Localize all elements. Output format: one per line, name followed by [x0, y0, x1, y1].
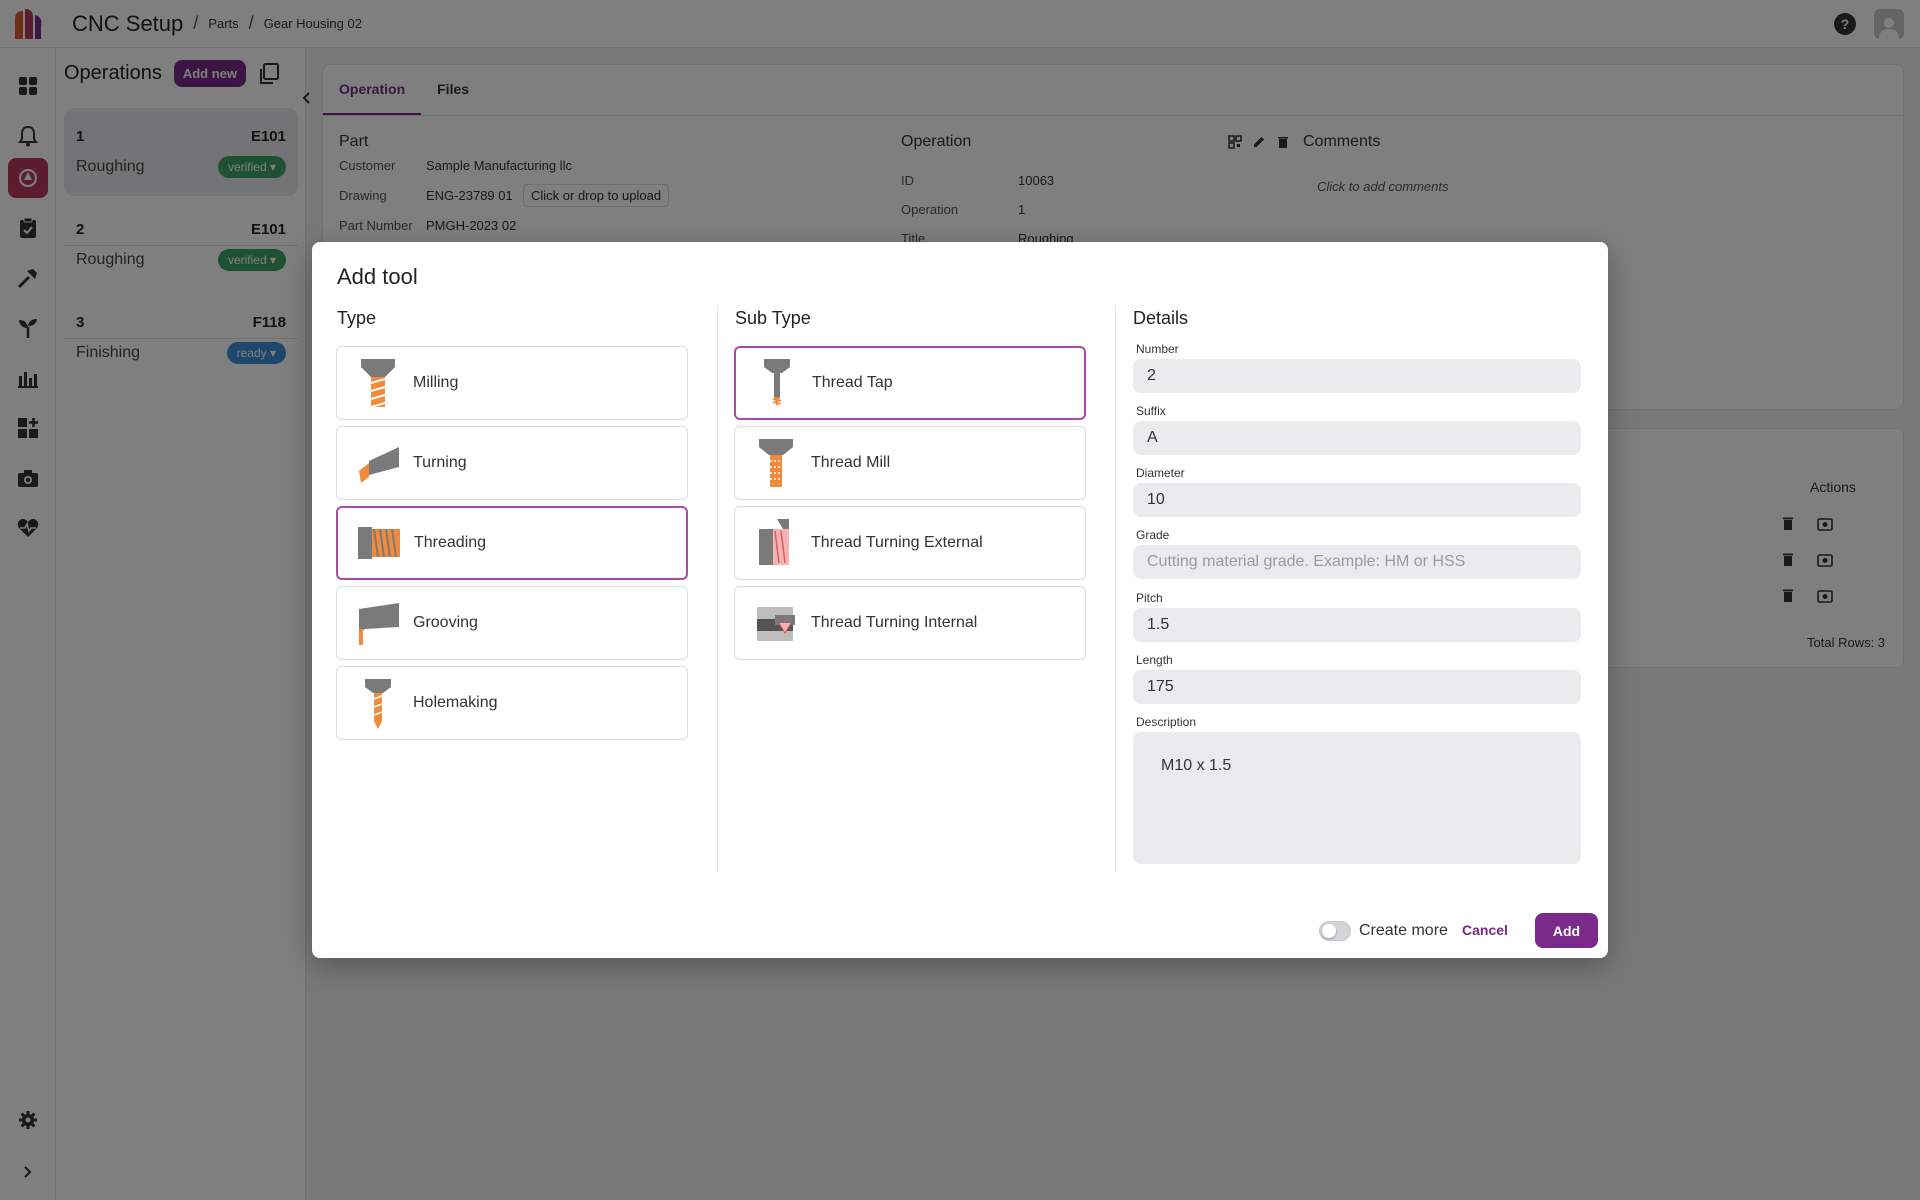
grade-field[interactable]	[1133, 545, 1581, 579]
type-option-label: Grooving	[413, 614, 478, 631]
subtype-column-title: Sub Type	[735, 308, 811, 328]
type-option-label: Milling	[413, 374, 459, 391]
diameter-field[interactable]	[1133, 483, 1581, 517]
create-more-label: Create more	[1359, 922, 1448, 939]
type-option-holemaking[interactable]: Holemaking	[336, 666, 688, 740]
subtype-option-thread-turning-external[interactable]: Thread Turning External	[734, 506, 1086, 580]
add-tool-dialog: Add tool Type Sub Type Details Milling T…	[312, 242, 1608, 958]
suffix-field[interactable]	[1133, 421, 1581, 455]
subtype-option-label: Thread Mill	[811, 454, 891, 471]
description-field[interactable]: M10 x 1.5	[1133, 732, 1581, 864]
type-option-grooving[interactable]: Grooving	[336, 586, 688, 660]
toggle-knob	[1322, 924, 1336, 938]
turning-tool-icon	[359, 447, 399, 483]
thread-turning-internal-icon	[757, 607, 795, 641]
pitch-field[interactable]	[1133, 608, 1581, 642]
cancel-button[interactable]: Cancel	[1462, 922, 1508, 938]
subtype-option-thread-tap[interactable]: Thread Tap	[734, 346, 1086, 420]
add-button[interactable]: Add	[1535, 913, 1598, 948]
column-divider	[717, 306, 718, 872]
thread-mill-icon	[759, 439, 793, 487]
type-option-milling[interactable]: Milling	[336, 346, 688, 420]
type-option-threading[interactable]: Threading	[336, 506, 688, 580]
details-column-title: Details	[1133, 308, 1189, 328]
subtype-option-label: Thread Turning External	[811, 534, 983, 551]
type-option-label: Threading	[414, 534, 487, 551]
number-label: Number	[1136, 342, 1179, 356]
suffix-label: Suffix	[1136, 404, 1166, 418]
dialog-title: Add tool	[337, 264, 418, 289]
subtype-option-thread-mill[interactable]: Thread Mill	[734, 426, 1086, 500]
subtype-option-label: Thread Tap	[812, 374, 893, 391]
length-field[interactable]	[1133, 670, 1581, 704]
milling-tool-icon	[361, 359, 395, 408]
type-option-turning[interactable]: Turning	[336, 426, 688, 500]
grade-label: Grade	[1136, 528, 1170, 542]
number-field[interactable]	[1133, 359, 1581, 393]
create-more-toggle[interactable]	[1319, 921, 1351, 941]
type-column-title: Type	[337, 308, 377, 328]
drill-tool-icon	[365, 679, 391, 729]
thread-turning-external-icon	[759, 519, 789, 565]
type-option-label: Turning	[413, 454, 467, 471]
pitch-label: Pitch	[1136, 591, 1163, 605]
column-divider	[1115, 306, 1116, 872]
description-label: Description	[1136, 715, 1197, 729]
type-option-label: Holemaking	[413, 694, 498, 711]
subtype-option-thread-turning-internal[interactable]: Thread Turning Internal	[734, 586, 1086, 660]
thread-tap-icon	[764, 359, 790, 407]
diameter-label: Diameter	[1136, 466, 1185, 480]
threading-tool-icon	[358, 527, 400, 559]
grooving-tool-icon	[359, 603, 399, 645]
subtype-option-label: Thread Turning Internal	[811, 614, 978, 631]
length-label: Length	[1136, 653, 1173, 667]
